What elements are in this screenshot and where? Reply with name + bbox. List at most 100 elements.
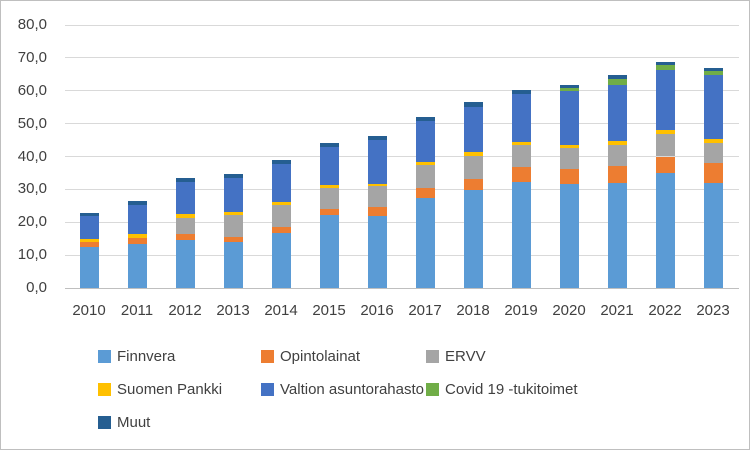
bar-segment (367, 139, 387, 184)
legend-swatch-5 (426, 383, 439, 396)
gridline (65, 254, 739, 256)
bar-segment (463, 155, 483, 179)
bar-segment (463, 178, 483, 191)
bar-segment (655, 70, 675, 130)
x-axis-tick-label: 2013 (216, 302, 250, 319)
legend-swatch-3 (98, 383, 111, 396)
bar-segment (415, 165, 435, 188)
y-axis-tick-label: 10,0 (17, 246, 47, 264)
bar-segment (127, 243, 147, 288)
bar-segment (79, 213, 99, 217)
bar-segment (703, 182, 723, 288)
legend-label: Finnvera (117, 348, 176, 365)
bar-segment (511, 90, 531, 95)
bar-segment (559, 87, 579, 92)
x-axis-tick-label: 2018 (456, 302, 490, 319)
bar-segment (367, 207, 387, 216)
gridline (65, 90, 739, 92)
bar-segment (223, 241, 243, 288)
legend-label: Suomen Pankki (117, 381, 223, 398)
x-axis-tick-label: 2016 (360, 302, 394, 319)
bar-segment (319, 146, 339, 186)
bar-segment (655, 65, 675, 71)
bar-segment (175, 178, 195, 183)
legend-swatch-4 (261, 383, 274, 396)
bar-segment (223, 214, 243, 237)
bar-segment (79, 216, 99, 240)
bar-segment (319, 142, 339, 147)
legend-label: Muut (117, 414, 151, 431)
bar-segment (79, 242, 99, 248)
bar-segment (367, 183, 387, 187)
y-axis-tick-label: 0,0 (26, 279, 47, 296)
bar-segment (271, 160, 291, 165)
bar-segment (271, 164, 291, 203)
bar-segment (559, 85, 579, 88)
bar-segment (367, 186, 387, 208)
y-axis-tick-label: 60,0 (17, 81, 47, 99)
y-axis-tick-label: 80,0 (17, 16, 47, 33)
y-axis-tick-label: 20,0 (17, 213, 47, 231)
bar-segment (607, 78, 627, 86)
bar-segment (271, 202, 291, 206)
y-axis-tick-label: 70,0 (17, 48, 47, 66)
bar-segment (463, 152, 483, 156)
bar-segment (607, 85, 627, 142)
bar-segment (511, 142, 531, 145)
bar-segment (559, 147, 579, 169)
bar-segment (655, 156, 675, 173)
bar-segment (223, 173, 243, 178)
gridline (65, 188, 739, 190)
bar-segment (703, 143, 723, 164)
x-axis-line (65, 287, 739, 289)
bar-segment (271, 226, 291, 233)
bar-segment (271, 232, 291, 288)
bar-segment (367, 135, 387, 140)
bar-segment (655, 62, 675, 66)
bar-segment (175, 240, 195, 288)
bar-segment (127, 201, 147, 206)
gridline (65, 221, 739, 223)
bar-segment (703, 71, 723, 76)
bar-segment (319, 208, 339, 215)
bar-segment (463, 106, 483, 153)
bar-segment (175, 233, 195, 240)
x-axis-tick-label: 2019 (504, 302, 538, 319)
bar-segment (655, 172, 675, 288)
bar-segment (655, 129, 675, 134)
bar-segment (463, 102, 483, 107)
bar-segment (607, 75, 627, 79)
bar-segment (559, 184, 579, 288)
legend-label: Valtion asuntorahasto (280, 381, 424, 398)
bar-segment (79, 247, 99, 288)
x-axis-tick-label: 2021 (600, 302, 634, 319)
x-axis-tick-label: 2022 (648, 302, 682, 319)
bar-segment (175, 217, 195, 234)
bar-segment (511, 144, 531, 167)
bar-segment (607, 141, 627, 145)
x-axis-tick-label: 2011 (120, 302, 154, 319)
x-axis-tick-label: 2015 (312, 302, 346, 319)
bar-segment (415, 116, 435, 121)
y-axis-tick-label: 40,0 (17, 147, 47, 165)
bar-segment (415, 198, 435, 288)
bar-segment (703, 75, 723, 139)
bar-segment (559, 168, 579, 185)
x-axis-tick-label: 2014 (264, 302, 298, 319)
legend-label: ERVV (445, 348, 486, 365)
bar-segment (559, 144, 579, 148)
bar-segment (223, 236, 243, 242)
bar-segment (559, 91, 579, 145)
x-axis-tick-label: 2017 (408, 302, 442, 319)
bar-segment (607, 144, 627, 167)
bar-segment (703, 67, 723, 72)
bar-segment (127, 205, 147, 235)
bar-segment (223, 177, 243, 212)
bar-segment (703, 163, 723, 183)
bar-segment (79, 239, 99, 243)
bar-segment (319, 185, 339, 188)
bar-segment (607, 166, 627, 184)
gridline (65, 57, 739, 59)
